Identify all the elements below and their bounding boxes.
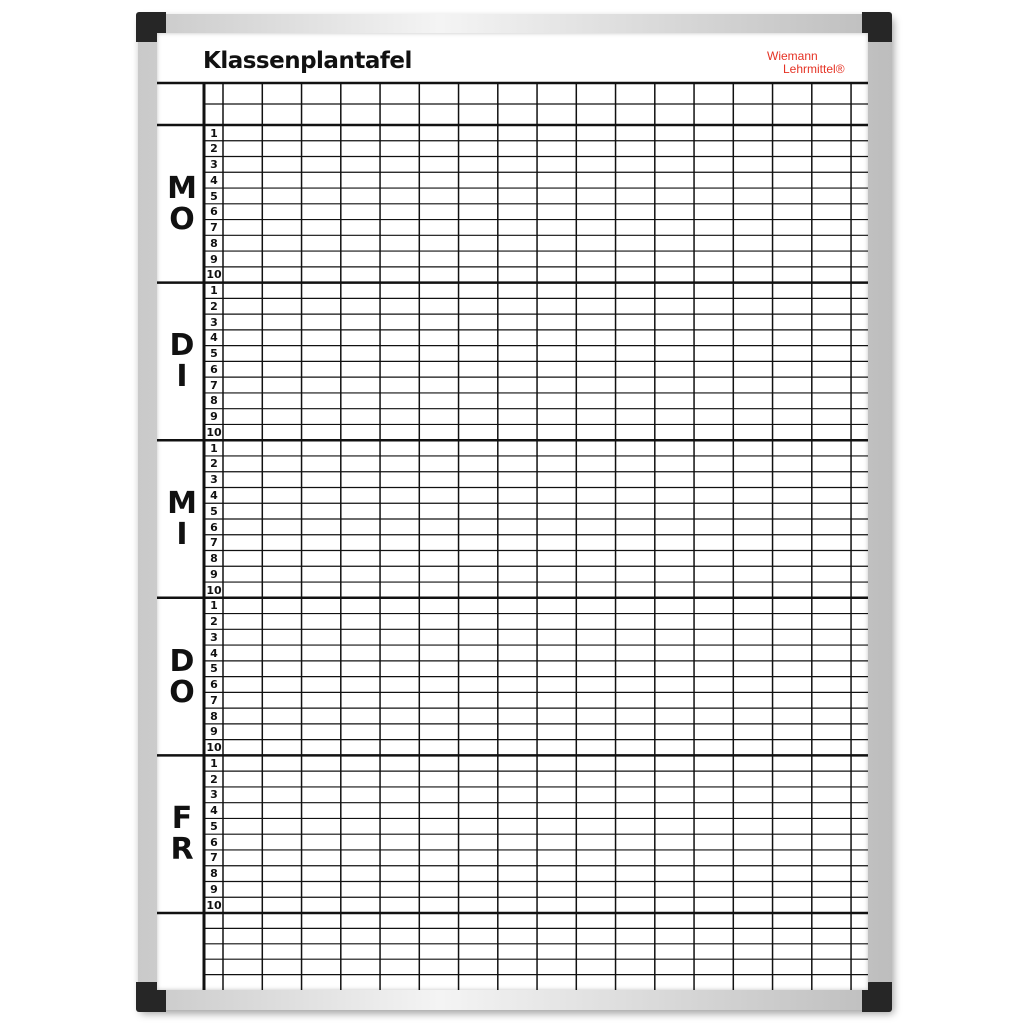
period-number: 7	[210, 378, 218, 392]
period-number: 3	[210, 630, 218, 644]
period-number: 1	[210, 599, 218, 613]
period-number: 1	[210, 284, 218, 298]
period-number: 6	[210, 362, 218, 376]
period-number: 3	[210, 158, 218, 172]
period-number: 1	[210, 756, 218, 770]
period-number: 2	[210, 142, 218, 156]
period-number: 7	[210, 536, 218, 550]
period-number: 6	[210, 678, 218, 692]
period-number: 4	[210, 804, 218, 818]
brand-logo: Wiemann Lehrmittel®	[767, 50, 845, 76]
period-number: 1	[210, 126, 218, 140]
period-number: 10	[206, 583, 222, 597]
period-number: 5	[210, 189, 218, 203]
logo-line-1: Wiemann	[767, 49, 818, 63]
period-number: 9	[210, 882, 218, 896]
period-number: 6	[210, 520, 218, 534]
period-number: 8	[210, 236, 218, 250]
period-number: 8	[210, 552, 218, 566]
period-number: 7	[210, 221, 218, 235]
board-title: Klassenplantafel	[203, 48, 412, 74]
logo-line-2: Lehrmittel®	[783, 62, 845, 76]
period-number: 8	[210, 867, 218, 881]
period-number: 10	[206, 425, 222, 439]
period-number: 9	[210, 725, 218, 739]
period-number: 2	[210, 299, 218, 313]
period-number: 5	[210, 662, 218, 676]
period-number: 4	[210, 173, 218, 187]
period-number: 1	[210, 441, 218, 455]
period-number: 6	[210, 205, 218, 219]
period-number: 8	[210, 709, 218, 723]
period-number: 5	[210, 819, 218, 833]
period-number: 4	[210, 646, 218, 660]
period-number: 8	[210, 394, 218, 408]
period-number: 6	[210, 835, 218, 849]
period-number: 9	[210, 567, 218, 581]
period-number: 9	[210, 252, 218, 266]
period-number: 10	[206, 741, 222, 755]
period-number: 3	[210, 315, 218, 329]
period-number: 3	[210, 788, 218, 802]
period-number: 2	[210, 457, 218, 471]
period-number: 10	[206, 898, 222, 912]
period-number: 2	[210, 772, 218, 786]
period-number: 5	[210, 504, 218, 518]
whiteboard-surface	[157, 33, 868, 990]
period-number: 9	[210, 410, 218, 424]
period-number: 2	[210, 615, 218, 629]
period-number: 4	[210, 331, 218, 345]
period-number: 7	[210, 851, 218, 865]
period-number: 3	[210, 473, 218, 487]
period-number: 5	[210, 347, 218, 361]
period-number: 10	[206, 268, 222, 282]
period-number: 7	[210, 693, 218, 707]
period-number: 4	[210, 488, 218, 502]
